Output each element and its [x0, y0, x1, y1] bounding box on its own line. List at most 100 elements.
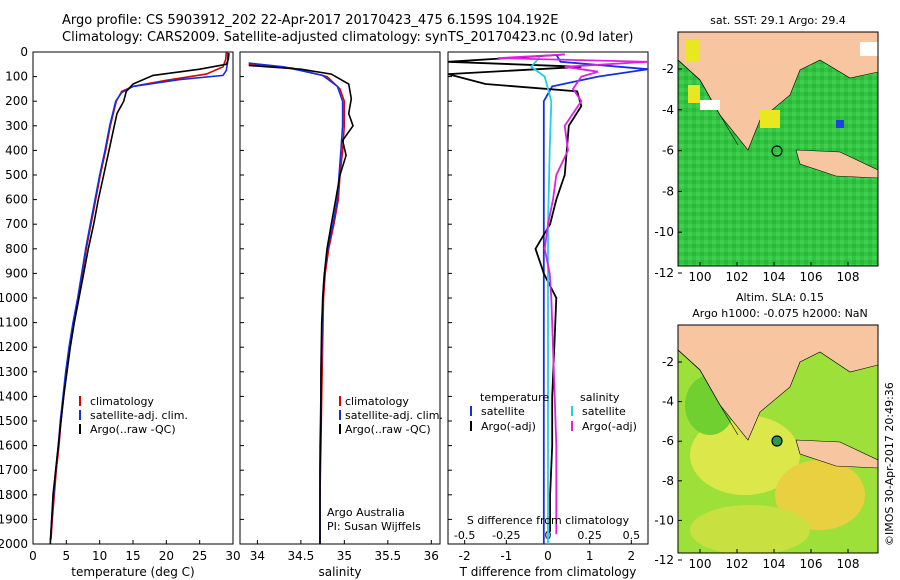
sla-latitude-axis: -2 -4 -6 -8 -10 -12	[654, 355, 682, 567]
longitude-tick-label: 100	[689, 270, 712, 284]
depth-tick-label: 900	[5, 266, 28, 280]
sst-warm-patch	[685, 40, 699, 62]
latitude-tick-label: -2	[662, 355, 674, 369]
legend-t-argo-label: Argo(-adj)	[481, 420, 536, 433]
sla-anomaly-region	[775, 460, 865, 530]
sst-longitude-axis: 100 102 104 106 108	[689, 262, 860, 284]
latitude-tick-label: -6	[662, 434, 674, 448]
longitude-tick-label: 106	[800, 270, 823, 284]
imos-credit: ©IMOS 30-Apr-2017 20:49:36	[883, 382, 896, 546]
depth-tick-label: 1900	[0, 512, 28, 526]
temperature-frame	[32, 51, 234, 545]
argo-location-marker	[771, 145, 783, 157]
series-line-argo-raw-qc-	[248, 64, 354, 544]
latitude-tick-label: -8	[662, 184, 674, 198]
depth-tick-label: 0	[20, 45, 28, 59]
difference-series	[447, 53, 649, 544]
depth-tick-label: 2000	[0, 537, 28, 551]
salinity-panel: 34 34.5 35 35.5 36 salinity climatology sate…	[239, 51, 443, 579]
sst-latitude-axis: -2 -4 -6 -8 -10 -12	[654, 62, 682, 280]
latitude-tick-label: -10	[654, 513, 674, 527]
legend-s-argo-label: Argo(-adj)	[582, 420, 637, 433]
longitude-tick-label: 102	[726, 270, 749, 284]
depth-tick-label: 1100	[0, 316, 28, 330]
salinity-x-axis: 34 34.5 35 35.5 36	[250, 540, 439, 563]
series-line-climatology	[248, 63, 346, 544]
s-tick-label: 0.25	[577, 529, 602, 542]
latitude-tick-label: -12	[654, 266, 674, 280]
legend-climatology-label: climatology	[345, 395, 409, 408]
legend-satellite-label: satellite-adj. clim.	[90, 409, 188, 422]
s-tick-label: -0.5	[454, 529, 475, 542]
temperature-series	[49, 51, 230, 545]
salinity-legend: climatology satellite-adj. clim. Argo(..…	[339, 395, 443, 436]
depth-tick-label: 1700	[0, 463, 28, 477]
legend-climatology-label: climatology	[90, 395, 154, 408]
sla-map-subtitle: Argo h1000: -0.075 h2000: NaN	[692, 307, 868, 320]
argo-location-marker	[771, 435, 783, 447]
t-tick-label: 0	[544, 549, 552, 563]
depth-tick-label: 1600	[0, 439, 28, 453]
depth-tick-label: 1800	[0, 488, 28, 502]
depth-tick-label: 300	[5, 119, 28, 133]
difference-panel: -2 -1 0 1 2-0.5 -0.25 0 0.25 0.5 S difference fr…	[447, 51, 649, 579]
latitude-tick-label: -4	[662, 103, 674, 117]
t-tick-label: 1	[586, 549, 594, 563]
x-tick-label: 35.5	[374, 549, 401, 563]
sla-map-title: Altim. SLA: 0.15	[736, 291, 824, 304]
series-line-satellite-adj-clim-	[248, 62, 344, 544]
legend-argo-label: Argo(..raw -QC)	[90, 423, 176, 436]
t-tick-label: 2	[628, 549, 636, 563]
sst-warm-patch	[760, 110, 780, 128]
t-tick-label: -2	[459, 549, 471, 563]
series-line-satellite-adj-clim-	[49, 52, 229, 542]
legend-t-satellite-label: satellite	[481, 405, 525, 418]
x-tick-label: 5	[63, 549, 71, 563]
x-tick-label: 0	[29, 549, 37, 563]
longitude-tick-label: 108	[837, 270, 860, 284]
x-tick-label: 34	[250, 549, 265, 563]
latitude-tick-label: -6	[662, 144, 674, 158]
s-tick-label: 0.5	[623, 529, 641, 542]
sst-missing-patch	[860, 42, 878, 56]
sst-missing-patch	[700, 100, 720, 110]
x-tick-label: 36	[424, 549, 439, 563]
depth-tick-label: 100	[5, 70, 28, 84]
credit-pi: PI: Susan Wijffels	[327, 520, 421, 533]
sla-anomaly-region	[690, 505, 810, 553]
series-line-argo-raw-qc-	[49, 53, 230, 545]
latitude-tick-label: -12	[654, 553, 674, 567]
legend-temperature-heading: temperature	[480, 391, 549, 404]
t-difference-label: T difference from climatology	[459, 565, 637, 579]
sla-map-frame	[677, 324, 879, 554]
x-tick-label: 10	[92, 549, 107, 563]
x-tick-label: 25	[192, 549, 207, 563]
depth-tick-label: 500	[5, 168, 28, 182]
latitude-tick-label: -8	[662, 474, 674, 488]
latitude-tick-label: -10	[654, 225, 674, 239]
t-tick-label: -1	[500, 549, 512, 563]
s-tick-label: -0.25	[492, 529, 520, 542]
header-line2: Climatology: CARS2009. Satellite-adjuste…	[62, 30, 634, 45]
series-line-s-argo-adj-	[497, 53, 649, 535]
difference-x-axis: -2 -1 0 1 2-0.5 -0.25 0 0.25 0.5	[454, 529, 640, 563]
sla-land-java	[795, 439, 878, 469]
longitude-tick-label: 108	[837, 557, 860, 571]
temperature-legend: climatology satellite-adj. clim. Argo(..…	[79, 395, 188, 436]
temperature-panel: 0100200300400500600700800900100011001200…	[0, 45, 452, 579]
sst-map: sat. SST: 29.1 Argo: 29.4 100 102 104 106	[654, 14, 879, 284]
series-line-t-satellite	[542, 54, 649, 544]
difference-legend: temperature satellite Argo(-adj) salinit…	[470, 391, 637, 433]
longitude-tick-label: 104	[763, 557, 786, 571]
s-difference-label: S difference from climatology	[467, 514, 630, 527]
depth-tick-label: 200	[5, 94, 28, 108]
depth-tick-label: 1200	[0, 340, 28, 354]
temperature-x-axis: 0 5 10 15 20 25 30	[29, 540, 241, 563]
credit-program: Argo Australia	[327, 506, 405, 519]
sla-longitude-axis: 100 102 104 106 108	[689, 549, 860, 571]
sst-land-java	[795, 149, 878, 179]
x-tick-label: 35	[337, 549, 352, 563]
legend-satellite-label: satellite-adj. clim.	[345, 409, 443, 422]
depth-tick-label: 1400	[0, 389, 28, 403]
